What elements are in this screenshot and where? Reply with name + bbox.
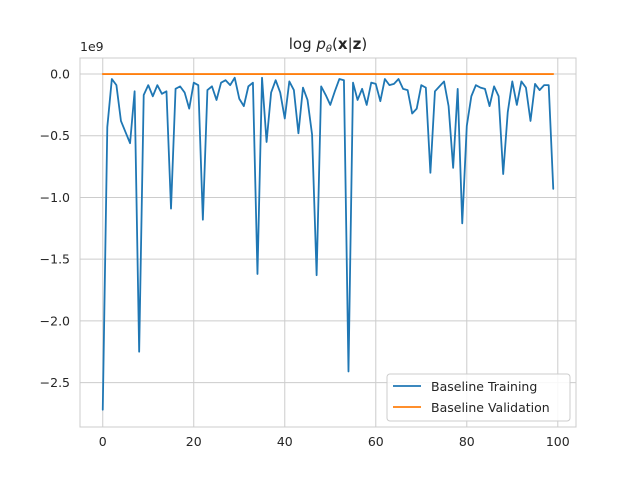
legend: Baseline Training Baseline Validation [386, 373, 571, 422]
y-tick-label: −0.5 [40, 128, 70, 143]
legend-label-validation: Baseline Validation [431, 400, 550, 415]
x-tick-label: 60 [368, 434, 384, 449]
tick-labels: 0 20 40 60 80 100 0.0 −0.5 −1.0 −1.5 −2.0 −2.5 [40, 67, 570, 449]
x-tick-label: 40 [277, 434, 293, 449]
title-x: x [338, 35, 348, 53]
x-tick-label: 80 [459, 434, 475, 449]
plot-frame [79, 57, 577, 428]
plot-area [80, 58, 576, 427]
y-tick-label: −1.5 [40, 252, 70, 267]
y-tick-label: −2.0 [40, 313, 70, 328]
title-log: log [289, 35, 317, 53]
legend-box [386, 373, 571, 422]
series-line-training [101, 76, 555, 411]
x-tick-label: 0 [99, 434, 107, 449]
series-lines [101, 73, 555, 411]
title-z: z [353, 35, 362, 53]
chart-title: log pθ(x|z) [289, 35, 368, 55]
title-open-paren: ( [332, 35, 338, 53]
x-tick-label: 20 [186, 434, 202, 449]
offset-text: 1e9 [80, 39, 104, 54]
y-tick-label: −2.5 [40, 375, 70, 390]
y-tick-label: 0.0 [50, 67, 70, 82]
title-bar: | [348, 35, 353, 53]
x-tick-label: 100 [546, 434, 570, 449]
title-theta: θ [326, 44, 332, 55]
title-p: p [315, 35, 326, 53]
grid [80, 58, 576, 427]
y-tick-label: −1.0 [40, 190, 70, 205]
title-close-paren: ) [361, 35, 367, 53]
legend-label-training: Baseline Training [431, 379, 537, 394]
